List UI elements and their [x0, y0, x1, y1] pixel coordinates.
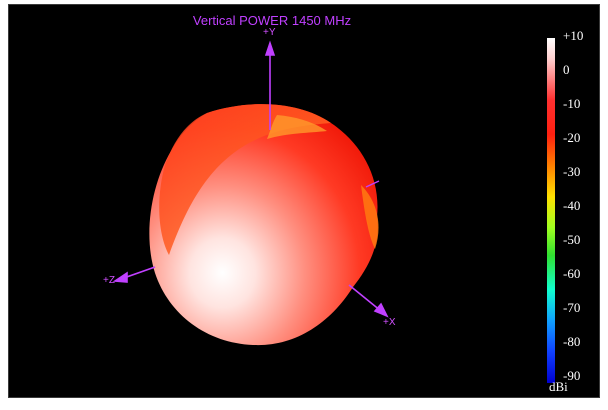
tick-label: -60: [563, 266, 581, 281]
axis-x-short: [365, 180, 380, 188]
tick-label: -10: [563, 96, 581, 111]
axis-x: [348, 284, 389, 318]
tick-label: -70: [563, 300, 581, 315]
axis-z-label: +Z: [103, 275, 115, 286]
tick-label: -80: [563, 334, 581, 349]
tick-label: -30: [563, 164, 581, 179]
tick-label: -50: [563, 232, 581, 247]
color-scale-bar: [547, 38, 555, 383]
plot-title: Vertical POWER 1450 MHz: [192, 13, 352, 28]
tick-label: -20: [563, 130, 581, 145]
axis-y: [264, 40, 276, 130]
pattern-ridge: [159, 104, 331, 255]
pattern-viewport[interactable]: Vertical POWER 1450 MHz: [8, 4, 600, 398]
tick-label: -40: [563, 198, 581, 213]
axis-x-label: +X: [383, 317, 396, 328]
tick-label: 0: [563, 62, 570, 77]
tick-label: -90: [563, 368, 581, 383]
axis-y-label: +Y: [263, 27, 276, 38]
radiation-pattern-3d[interactable]: [9, 5, 601, 399]
tick-label: +10: [563, 28, 584, 43]
color-scale-unit: dBi: [549, 379, 568, 394]
color-scale-ticks: +10 0 -10 -20 -30 -40 -50 -60 -70 -80 -9…: [563, 29, 603, 399]
pattern-highlight: [267, 115, 327, 139]
pattern-side-lobe: [361, 185, 379, 249]
axis-z: [112, 266, 156, 283]
